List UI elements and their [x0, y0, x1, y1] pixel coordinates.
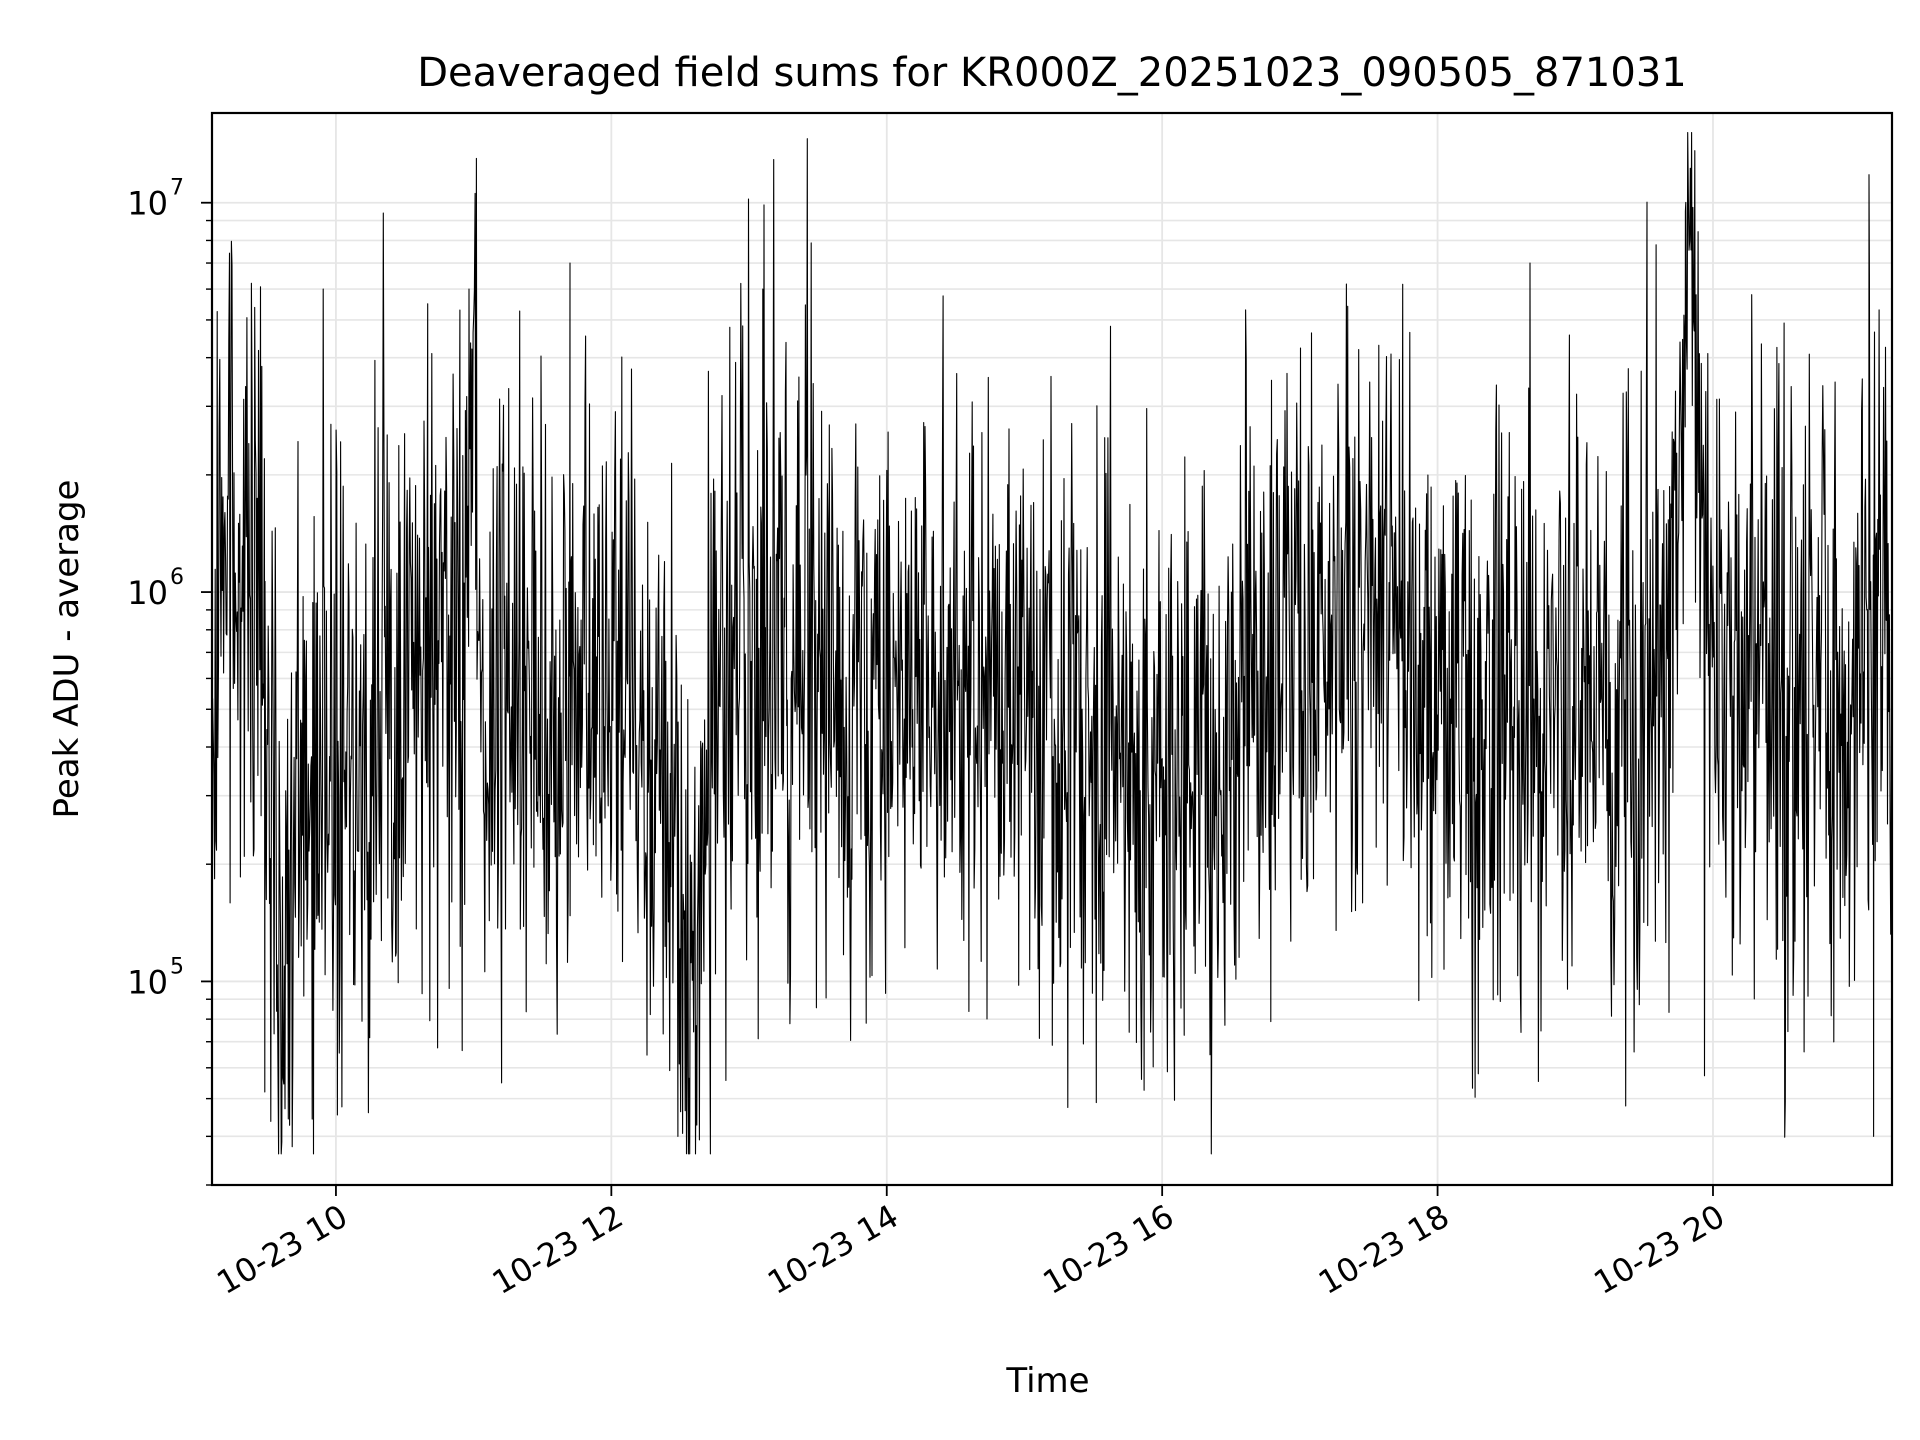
y-axis-label: Peak ADU - average	[47, 480, 87, 819]
series-line	[211, 131, 1893, 1155]
y-tick-label: 10	[127, 574, 168, 612]
plot-frame	[210, 111, 1894, 1187]
y-tick-exponent: 5	[170, 954, 184, 979]
y-tick-label: 10	[127, 963, 168, 1001]
series-layer	[211, 131, 1893, 1155]
y-tick-exponent: 7	[170, 176, 184, 201]
y-tick-label: 10	[127, 185, 168, 223]
y-tick-exponent: 6	[170, 565, 184, 590]
x-axis-label: Time	[1005, 1361, 1089, 1401]
chart-title: Deaveraged field sums for KR000Z_2025102…	[417, 50, 1686, 96]
